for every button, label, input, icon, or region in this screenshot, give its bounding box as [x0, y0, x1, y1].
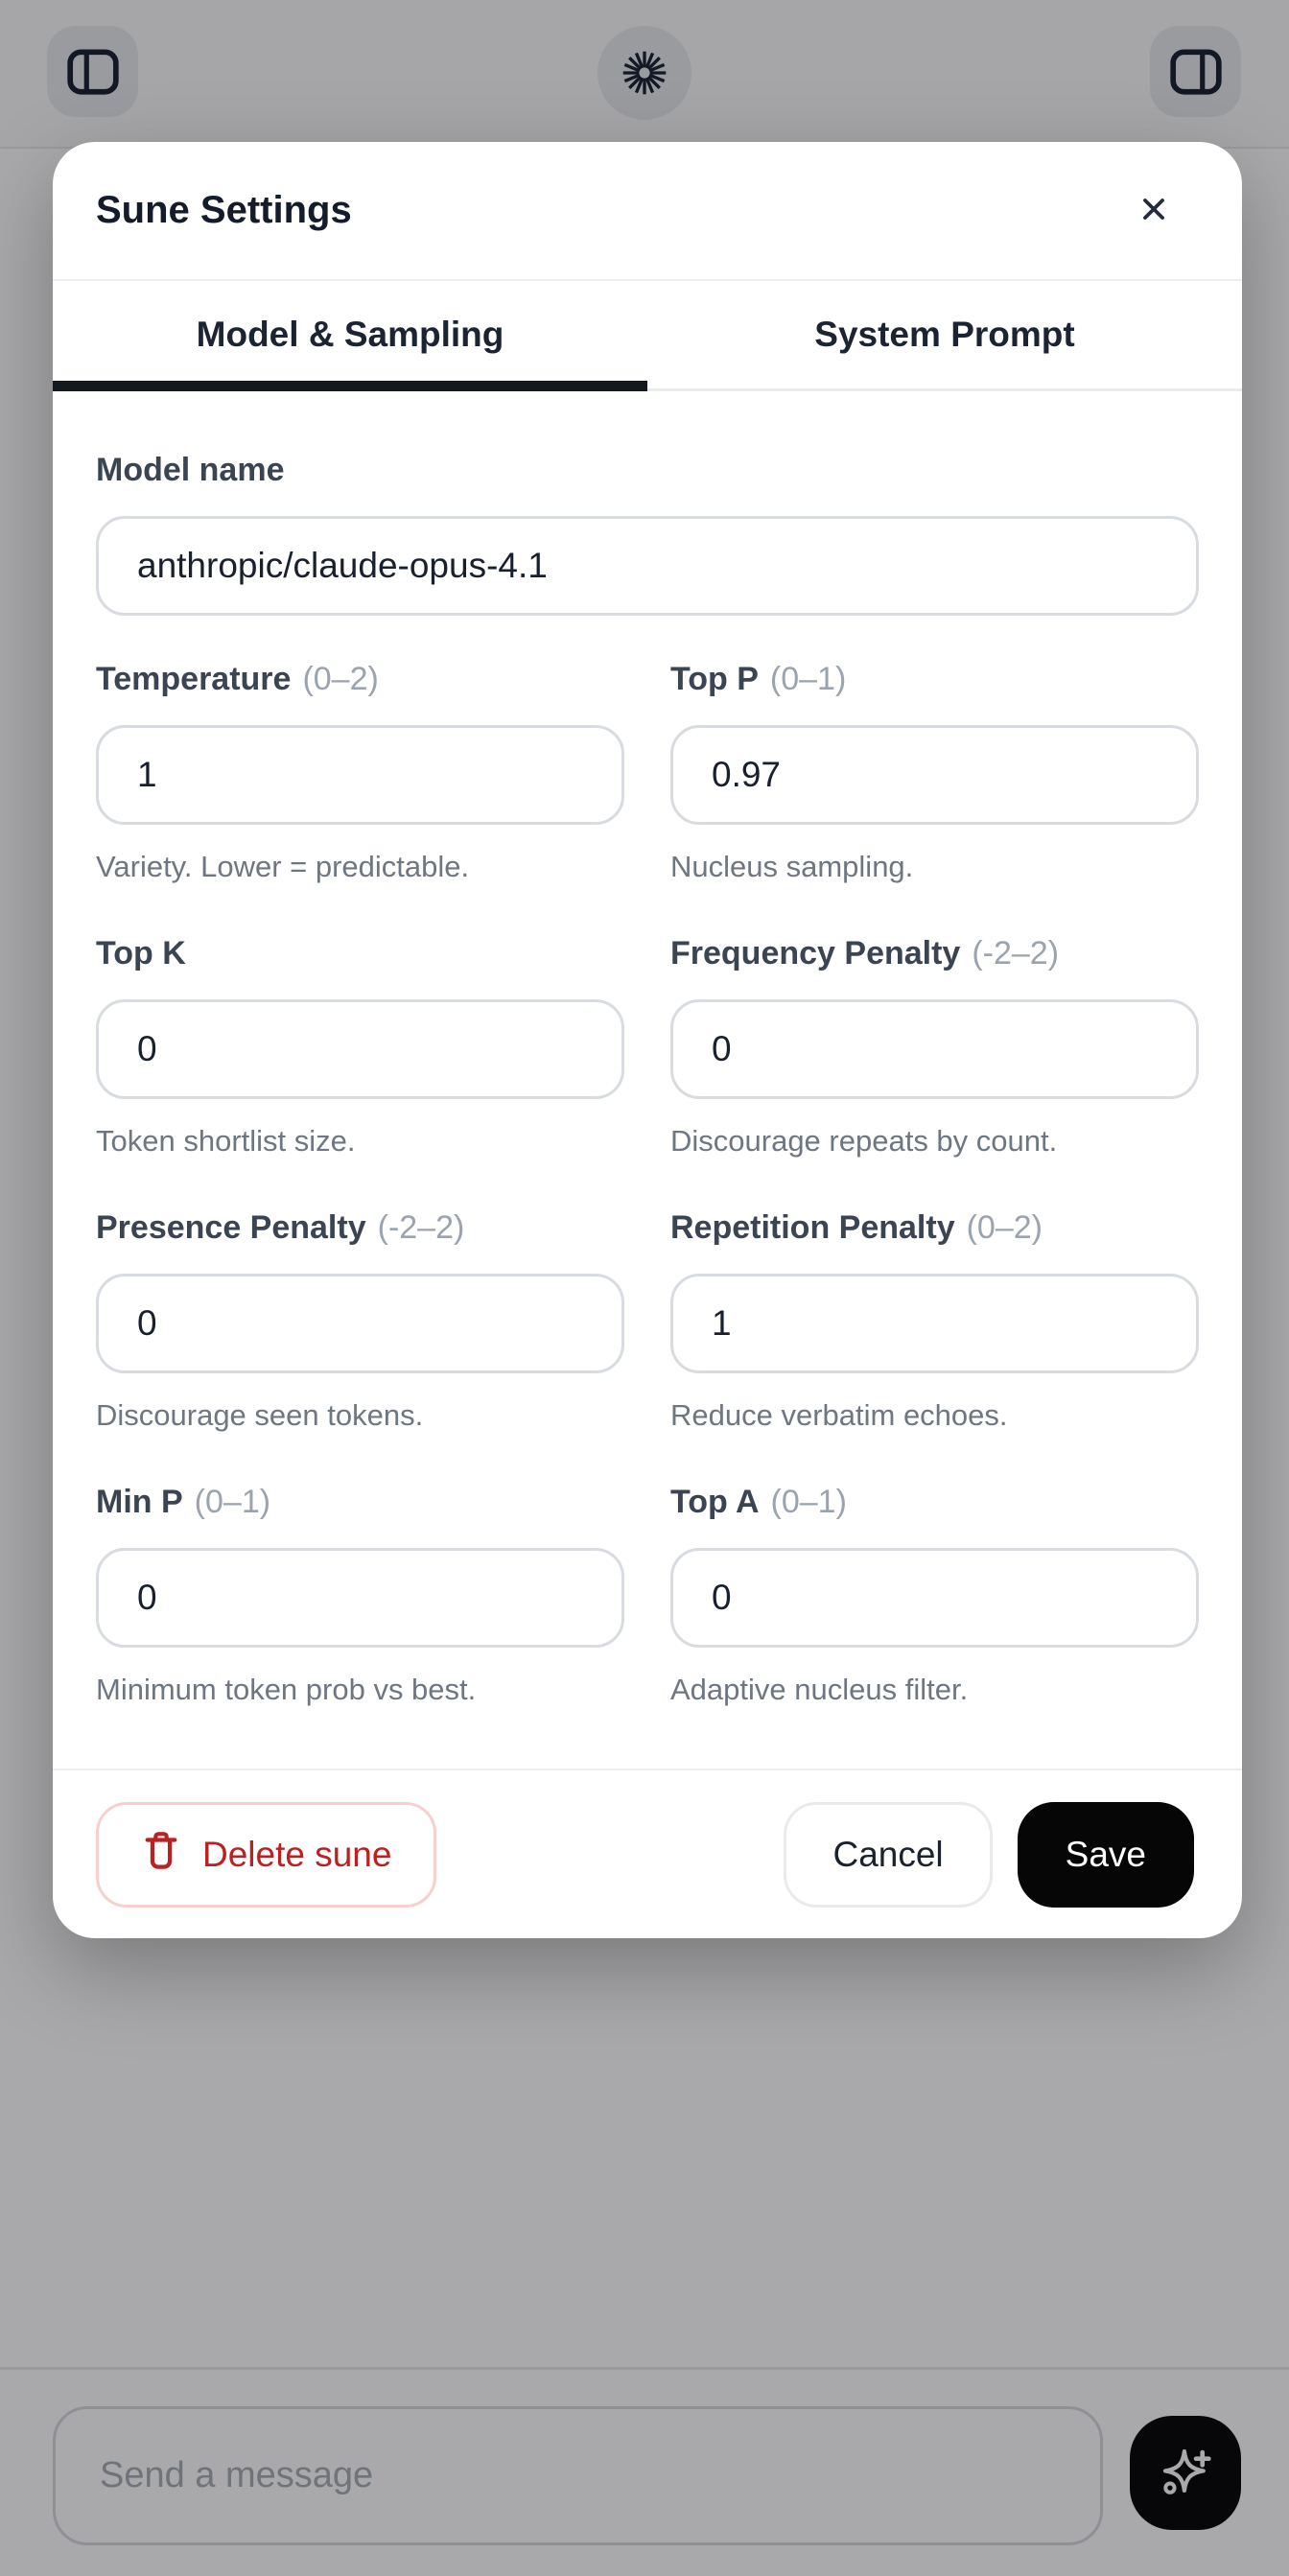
close-icon	[1132, 187, 1176, 234]
delete-sune-label: Delete sune	[202, 1834, 392, 1874]
field-hint: Minimum token prob vs best.	[96, 1673, 477, 1706]
field-label: Temperature (0–2)	[96, 660, 624, 698]
min-p-input[interactable]	[96, 1548, 624, 1648]
frequency-penalty-input[interactable]	[670, 999, 1199, 1099]
delete-sune-button[interactable]: Delete sune	[96, 1801, 437, 1908]
field-min-p: Min P (0–1) Minimum token prob vs best.	[96, 1483, 624, 1707]
field-hint: Token shortlist size.	[96, 1124, 356, 1158]
send-button[interactable]	[1130, 2416, 1241, 2530]
field-label: Frequency Penalty (-2–2)	[670, 934, 1199, 972]
field-repetition-penalty: Repetition Penalty (0–2) Reduce verbatim …	[670, 1208, 1199, 1433]
tab-model-sampling[interactable]: Model & Sampling	[53, 281, 647, 391]
field-hint: Discourage seen tokens.	[96, 1398, 424, 1432]
modal-tabs: Model & Sampling System Prompt	[53, 281, 1242, 391]
field-hint: Variety. Lower = predictable.	[96, 850, 470, 883]
field-label-text: Top K	[96, 935, 186, 972]
field-frequency-penalty: Frequency Penalty (-2–2) Discourage repea…	[670, 934, 1199, 1159]
top-a-input[interactable]	[670, 1548, 1199, 1648]
top-p-input[interactable]	[670, 725, 1199, 825]
field-hint: Nucleus sampling.	[670, 850, 914, 883]
toggle-right-sidebar-button[interactable]	[1150, 26, 1241, 117]
sampling-fields-grid: Temperature (0–2) Variety. Lower = predic…	[96, 660, 1199, 1707]
field-label-text: Top A	[670, 1484, 760, 1520]
field-label: Repetition Penalty (0–2)	[670, 1208, 1199, 1247]
sune-settings-modal: Sune Settings Model & Sampling System Pr…	[53, 142, 1242, 1938]
field-model-name: Model name	[96, 451, 1199, 616]
field-hint: Reduce verbatim echoes.	[670, 1398, 1008, 1432]
field-label-text: Model name	[96, 452, 285, 488]
field-label-text: Presence Penalty	[96, 1209, 366, 1246]
close-button[interactable]	[1123, 180, 1184, 242]
modal-title: Sune Settings	[96, 189, 352, 231]
field-label-text: Top P	[670, 661, 759, 697]
field-temperature: Temperature (0–2) Variety. Lower = predic…	[96, 660, 624, 884]
composer-bar	[0, 2367, 1289, 2576]
modal-header: Sune Settings	[53, 142, 1242, 281]
field-label: Presence Penalty (-2–2)	[96, 1208, 624, 1247]
field-range: (0–1)	[770, 1484, 847, 1520]
message-input[interactable]	[53, 2406, 1103, 2545]
sparkle-icon	[1156, 2442, 1215, 2504]
field-range: (0–2)	[966, 1209, 1043, 1246]
starburst-button[interactable]	[598, 26, 691, 120]
sidebar-right-icon	[1168, 44, 1224, 100]
field-range: (-2–2)	[377, 1209, 465, 1246]
field-hint: Adaptive nucleus filter.	[670, 1673, 969, 1706]
field-label: Min P (0–1)	[96, 1483, 624, 1521]
field-range: (0–2)	[302, 661, 379, 697]
field-top-p: Top P (0–1) Nucleus sampling.	[670, 660, 1199, 884]
temperature-input[interactable]	[96, 725, 624, 825]
field-label: Top K	[96, 934, 624, 972]
field-label: Top P (0–1)	[670, 660, 1199, 698]
field-label: Model name	[96, 451, 1199, 489]
field-label-text: Temperature	[96, 661, 292, 697]
field-label-text: Frequency Penalty	[670, 935, 961, 972]
save-button[interactable]: Save	[1017, 1801, 1194, 1908]
repetition-penalty-input[interactable]	[670, 1274, 1199, 1373]
toggle-left-sidebar-button[interactable]	[47, 26, 138, 117]
sidebar-left-icon	[65, 44, 121, 100]
field-label-text: Min P	[96, 1484, 183, 1520]
cancel-button[interactable]: Cancel	[784, 1801, 993, 1908]
field-hint: Discourage repeats by count.	[670, 1124, 1058, 1158]
field-range: (-2–2)	[972, 935, 1060, 972]
model-name-input[interactable]	[96, 516, 1199, 616]
top-k-input[interactable]	[96, 999, 624, 1099]
field-presence-penalty: Presence Penalty (-2–2) Discourage seen t…	[96, 1208, 624, 1433]
presence-penalty-input[interactable]	[96, 1274, 624, 1373]
starburst-icon	[620, 48, 669, 98]
field-label: Top A (0–1)	[670, 1483, 1199, 1521]
field-label-text: Repetition Penalty	[670, 1209, 955, 1246]
field-top-k: Top K Token shortlist size.	[96, 934, 624, 1159]
app-header	[0, 0, 1289, 149]
field-top-a: Top A (0–1) Adaptive nucleus filter.	[670, 1483, 1199, 1707]
modal-footer: Delete sune Cancel Save	[53, 1768, 1242, 1938]
modal-content: Model name Temperature (0–2) Variety. Low…	[53, 391, 1242, 1768]
trash-icon	[141, 1828, 181, 1881]
tab-system-prompt[interactable]: System Prompt	[647, 281, 1242, 388]
field-range: (0–1)	[194, 1484, 271, 1520]
field-range: (0–1)	[769, 661, 847, 697]
footer-actions: Cancel Save	[784, 1801, 1194, 1908]
